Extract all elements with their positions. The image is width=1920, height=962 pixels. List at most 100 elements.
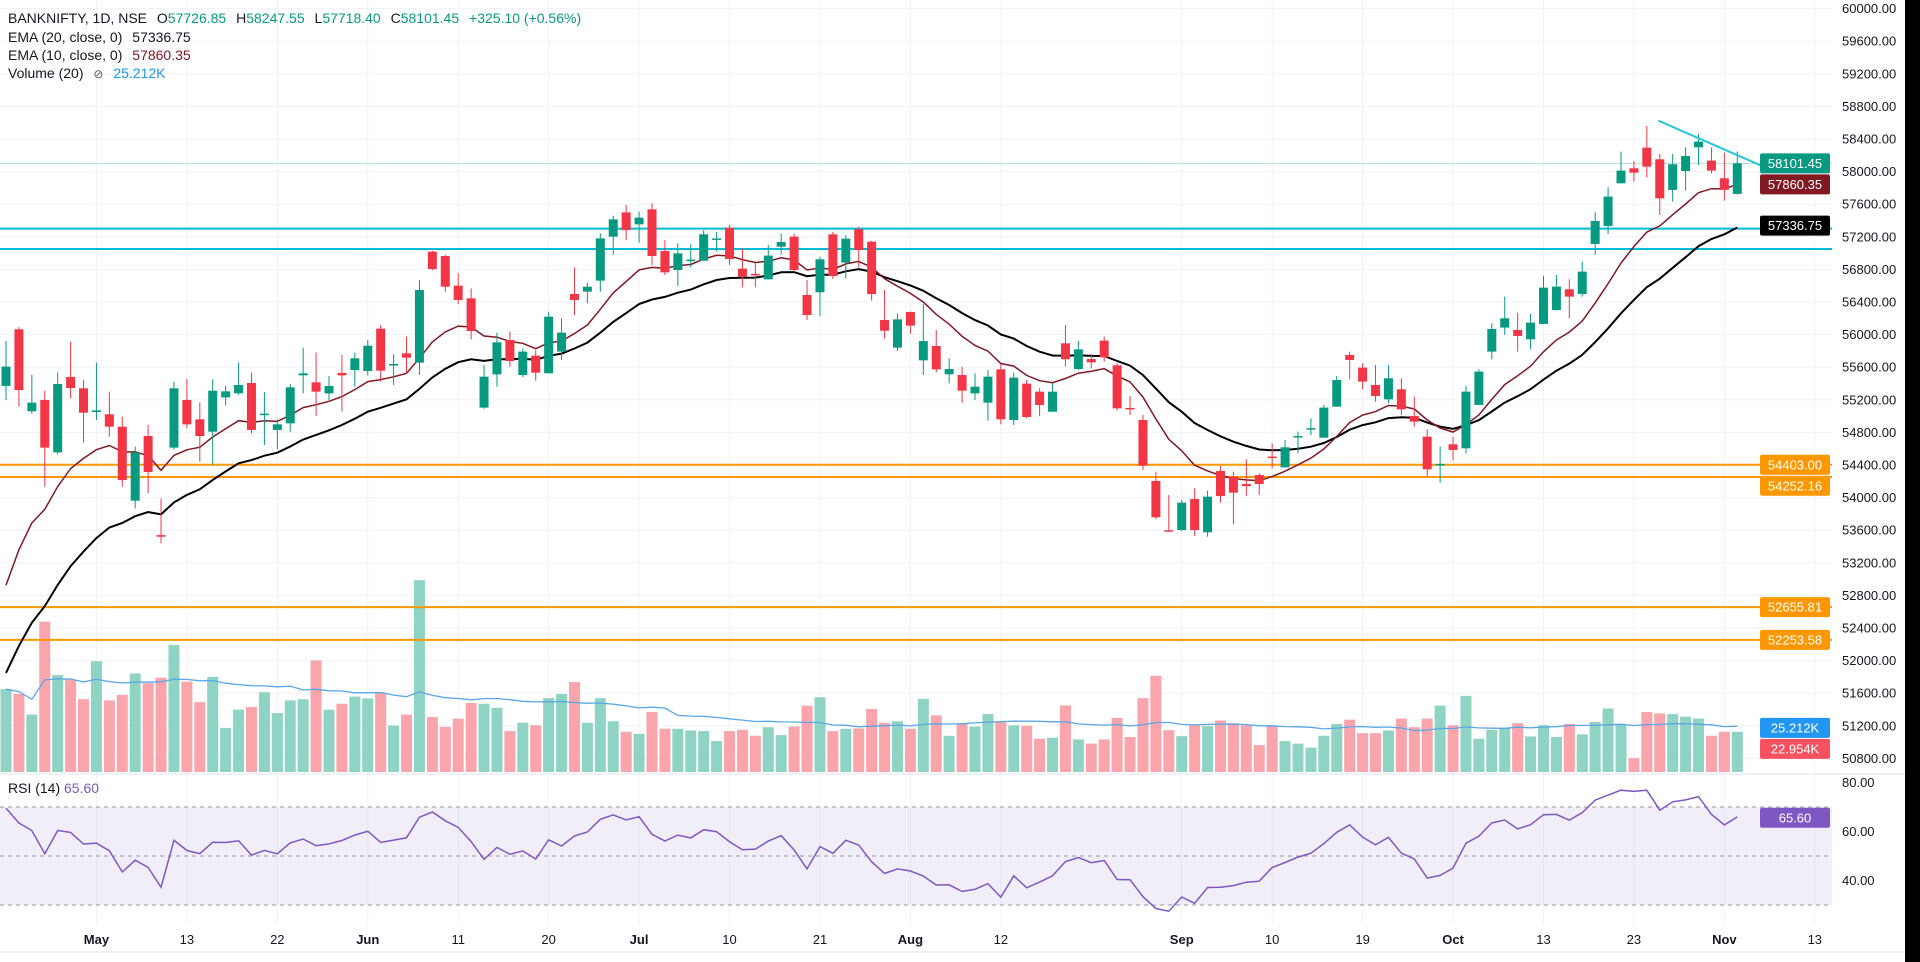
candle-body	[324, 385, 334, 394]
volume-bar	[879, 722, 891, 772]
hidden-eye-icon[interactable]: ⊘	[93, 67, 104, 81]
candle	[1474, 369, 1484, 405]
volume-bar	[1705, 735, 1717, 772]
window-edge	[1905, 0, 1920, 962]
volume-bar	[1279, 741, 1291, 772]
volume-bar	[426, 717, 438, 772]
candle	[221, 385, 231, 406]
candle	[699, 230, 709, 261]
volume-bar	[543, 698, 555, 772]
ema10-legend[interactable]: EMA (10, close, 0) 57860.35	[8, 46, 197, 64]
date-label: 19	[1355, 932, 1369, 947]
ema10-value: 57860.35	[132, 47, 191, 63]
ema20-legend[interactable]: EMA (20, close, 0) 57336.75	[8, 28, 197, 46]
volume-bar	[1680, 716, 1692, 772]
candle	[531, 350, 541, 381]
rsi-line	[5, 789, 1738, 913]
date-label: 10	[722, 932, 736, 947]
volume-legend[interactable]: Volume (20) ⊘ 25.212K	[8, 64, 172, 83]
volume-bar	[39, 621, 51, 772]
candle	[1306, 418, 1316, 436]
candle-body	[195, 419, 205, 436]
candle	[1086, 353, 1096, 369]
date-label: 13	[1808, 932, 1822, 947]
candle-body	[957, 375, 967, 391]
volume-label: 22.954K	[1760, 738, 1830, 759]
volume-bar	[1292, 743, 1304, 772]
volume-bar	[1163, 730, 1175, 772]
volume-bar	[1227, 723, 1239, 772]
candle	[182, 379, 192, 429]
candle-body	[259, 413, 269, 416]
price-label-bg	[1760, 475, 1830, 496]
candle	[1203, 490, 1213, 537]
candle	[285, 383, 295, 432]
close-label: C	[390, 10, 401, 26]
candle	[1435, 446, 1445, 483]
candle	[1319, 404, 1329, 438]
price-label-text: 52253.58	[1768, 632, 1822, 647]
candle	[776, 233, 786, 255]
candle	[1060, 324, 1070, 367]
volume-bar	[672, 728, 684, 772]
candle-body	[1538, 287, 1548, 324]
volume-bar	[659, 728, 671, 772]
candle-body	[1267, 456, 1277, 459]
candle	[1048, 383, 1058, 412]
high-label: H	[236, 10, 247, 26]
price-label-text: 57860.35	[1768, 177, 1822, 192]
volume-bar	[749, 735, 761, 772]
candle	[440, 254, 450, 292]
candle-body	[376, 328, 386, 371]
candle-body	[1564, 289, 1574, 297]
volume-bar	[1021, 725, 1033, 772]
candle-body	[53, 383, 63, 453]
candle	[1293, 431, 1303, 454]
candle	[725, 224, 735, 265]
candle	[582, 282, 592, 304]
volume-bar	[181, 681, 193, 772]
price-label: 52655.81	[1760, 597, 1830, 618]
candle-body	[1215, 471, 1225, 496]
candle	[647, 203, 657, 265]
volume-bar	[1499, 727, 1511, 772]
volume-bar	[258, 692, 270, 772]
candle	[1642, 125, 1652, 178]
volume-bar	[78, 699, 90, 772]
symbol-name[interactable]: BANKNIFTY, 1D, NSE	[8, 10, 148, 26]
candle-body	[1332, 379, 1342, 407]
rsi-value: 65.60	[64, 780, 100, 796]
candle	[802, 279, 812, 321]
price-tick-label: 58000.00	[1842, 164, 1896, 179]
candle-body	[1448, 444, 1458, 450]
candle	[195, 402, 205, 462]
price-tick-label: 50800.00	[1842, 751, 1896, 766]
candle-body	[104, 414, 114, 427]
volume-bar	[1731, 731, 1743, 772]
volume-bar	[736, 729, 748, 772]
candle	[931, 330, 941, 373]
candle-body	[285, 387, 295, 424]
volume-bar	[1111, 717, 1123, 772]
volume-bar	[1602, 708, 1614, 772]
volume-bar	[284, 700, 296, 772]
candle-body	[634, 217, 644, 225]
candle-body	[492, 342, 502, 375]
candle-body	[337, 372, 347, 376]
candle-body	[208, 390, 218, 432]
candle	[324, 376, 334, 400]
volume-bar	[633, 733, 645, 772]
price-tick-label: 53600.00	[1842, 523, 1896, 538]
candle-body	[531, 355, 541, 373]
candle-body	[402, 353, 412, 358]
candle	[117, 416, 127, 487]
volume-bar	[297, 699, 309, 772]
candle	[1151, 471, 1161, 520]
candle-body	[479, 376, 489, 408]
candle	[905, 311, 915, 334]
candle	[1358, 363, 1368, 390]
volume-bar	[969, 726, 981, 772]
rsi-legend[interactable]: RSI (14) 65.60	[8, 780, 99, 796]
candle-body	[1577, 271, 1587, 294]
